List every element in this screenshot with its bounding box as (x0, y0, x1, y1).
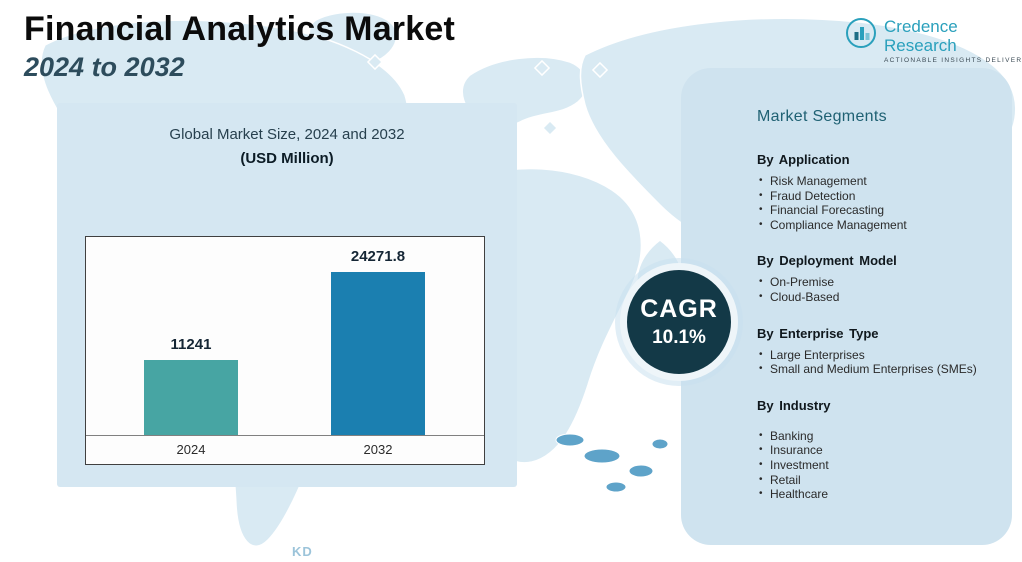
brand-text: Credence Research Actionable Insights De… (884, 17, 1022, 64)
segment-heading: By Industry (757, 397, 831, 413)
cagr-value: 10.1% (652, 327, 706, 348)
segment-item: Small and Medium Enterprises (SMEs) (757, 362, 982, 377)
cagr-badge: CAGR 10.1% (620, 263, 738, 381)
brand-name: Credence Research (884, 17, 958, 55)
x-tick-2024: 2024 (176, 442, 206, 457)
chart-title: Global Market Size, 2024 and 2032 (USD M… (57, 126, 517, 167)
segment-list: On-Premise Cloud-Based (757, 275, 982, 304)
segment-list: Large Enterprises Small and Medium Enter… (757, 348, 982, 377)
segment-group-application: By Application Risk Management Fraud Det… (757, 152, 982, 232)
bar-value-label-2032: 24271.8 (350, 248, 406, 265)
segment-item: Retail (757, 473, 982, 488)
page-subtitle: 2024 to 2032 (24, 52, 185, 82)
segment-list: Banking Insurance Investment Retail Heal… (757, 429, 982, 502)
segment-item: Compliance Management (757, 218, 982, 233)
segment-list: Risk Management Fraud Detection Financia… (757, 174, 982, 232)
x-axis-line (86, 435, 484, 436)
segments-title: Market Segments (757, 108, 887, 125)
x-tick-2032: 2032 (363, 442, 393, 457)
segment-item: Cloud-Based (757, 290, 982, 305)
credence-bar-chart-icon (845, 17, 877, 54)
segment-heading: By Deployment Model (757, 253, 897, 269)
brand-tagline: Actionable Insights Delivered (884, 57, 1022, 64)
bar-column-2032: 24271.8 (331, 248, 425, 435)
chart-panel: Global Market Size, 2024 and 2032 (USD M… (57, 103, 517, 487)
segment-item: On-Premise (757, 275, 982, 290)
segment-item: Risk Management (757, 174, 982, 189)
segment-item: Fraud Detection (757, 189, 982, 204)
segment-item: Healthcare (757, 487, 982, 502)
bar-value-label-2024: 11241 (170, 336, 212, 353)
segment-item: Insurance (757, 443, 982, 458)
map-watermark-text: KD (292, 544, 313, 559)
chart-title-line1: Global Market Size, 2024 and 2032 (169, 126, 405, 143)
segment-heading: By Enterprise Type (757, 325, 879, 341)
header: Financial Analytics Market 2024 to 2032 (24, 10, 455, 83)
segment-item: Banking (757, 429, 982, 444)
bar-2024 (144, 360, 238, 435)
bar-2032 (331, 272, 425, 435)
brand-logo: Credence Research Actionable Insights De… (845, 17, 1022, 64)
segment-group-enterprise: By Enterprise Type Large Enterprises Sma… (757, 326, 982, 377)
page-title: Financial Analytics Market (24, 10, 455, 48)
bar-chart-plot: 11241 24271.8 2024 2032 (85, 236, 485, 465)
segment-item: Investment (757, 458, 982, 473)
segment-item: Large Enterprises (757, 348, 982, 363)
segment-group-deployment: By Deployment Model On-Premise Cloud-Bas… (757, 253, 982, 304)
segment-item: Financial Forecasting (757, 203, 982, 218)
chart-title-line2: (USD Million) (240, 150, 334, 167)
cagr-label: CAGR (640, 295, 718, 323)
segment-heading: By Application (757, 152, 850, 167)
segment-group-industry: By Industry Banking Insurance Investment… (757, 398, 982, 502)
bar-column-2024: 11241 (144, 336, 238, 435)
